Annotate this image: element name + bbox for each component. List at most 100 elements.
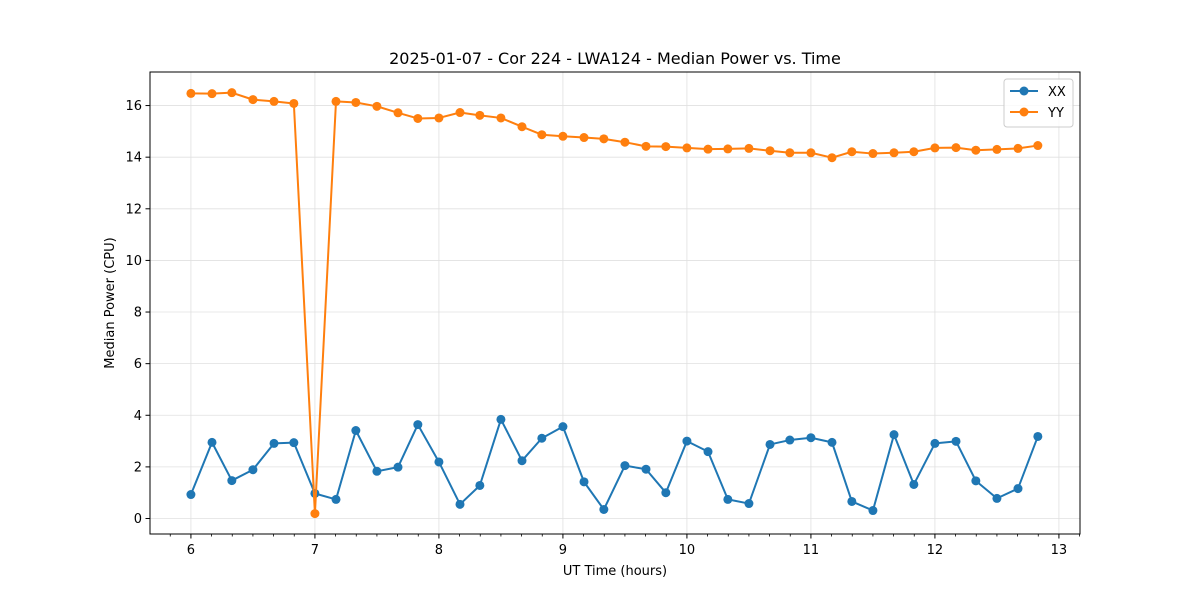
legend: XX YY bbox=[1003, 78, 1074, 128]
data-point-yy bbox=[537, 130, 547, 140]
data-point-yy bbox=[558, 131, 568, 141]
axis-layer: 6 7 8 9 10 11 12 13 0 2 4 6 8 10 12 14 16 bbox=[125, 99, 1080, 558]
data-point-yy bbox=[599, 134, 609, 144]
data-point-yy bbox=[641, 141, 651, 151]
x-tick-label: 9 bbox=[559, 543, 567, 558]
data-point-yy bbox=[930, 143, 940, 153]
data-point-yy bbox=[868, 149, 878, 159]
y-tick-label: 2 bbox=[134, 460, 142, 475]
x-tick-label: 6 bbox=[187, 543, 195, 558]
data-point-xx bbox=[703, 447, 713, 457]
data-point-xx bbox=[351, 426, 361, 436]
data-point-xx bbox=[517, 456, 527, 466]
data-point-xx bbox=[723, 494, 733, 504]
data-point-xx bbox=[310, 488, 320, 498]
data-point-yy bbox=[889, 148, 899, 158]
data-point-xx bbox=[620, 461, 630, 471]
data-point-yy bbox=[785, 148, 795, 158]
data-point-yy bbox=[579, 133, 589, 143]
y-tick-label: 6 bbox=[134, 357, 142, 372]
legend-label-xx: XX bbox=[1048, 85, 1066, 100]
data-point-xx bbox=[847, 496, 857, 506]
data-point-xx bbox=[475, 480, 485, 490]
data-point-yy bbox=[620, 137, 630, 147]
legend-marker-yy bbox=[1019, 107, 1029, 117]
data-point-xx bbox=[909, 479, 919, 489]
data-point-yy bbox=[847, 147, 857, 157]
data-point-yy bbox=[517, 122, 527, 132]
data-point-yy bbox=[248, 95, 258, 105]
data-point-yy bbox=[186, 88, 196, 98]
data-point-xx bbox=[806, 433, 816, 443]
chart-title: 2025-01-07 - Cor 224 - LWA124 - Median P… bbox=[389, 49, 841, 68]
data-point-yy bbox=[351, 97, 361, 107]
y-tick-label: 10 bbox=[125, 254, 142, 269]
data-point-yy bbox=[909, 147, 919, 157]
data-point-yy bbox=[1013, 143, 1023, 153]
data-point-xx bbox=[1013, 484, 1023, 494]
y-tick-label: 12 bbox=[125, 202, 142, 217]
data-point-yy bbox=[827, 153, 837, 163]
data-point-yy bbox=[682, 143, 692, 153]
data-point-xx bbox=[661, 488, 671, 498]
legend-label-yy: YY bbox=[1047, 106, 1064, 121]
data-point-xx bbox=[765, 439, 775, 449]
data-point-xx bbox=[496, 414, 506, 424]
y-tick-label: 16 bbox=[125, 99, 142, 114]
data-point-xx bbox=[930, 438, 940, 448]
legend-marker-xx bbox=[1019, 86, 1029, 96]
data-point-yy bbox=[992, 144, 1002, 154]
data-point-yy bbox=[331, 96, 341, 106]
data-point-xx bbox=[269, 438, 279, 448]
x-axis-label: UT Time (hours) bbox=[563, 564, 667, 579]
data-point-yy bbox=[1033, 141, 1043, 151]
data-point-xx bbox=[579, 477, 589, 487]
x-tick-label: 7 bbox=[311, 543, 319, 558]
data-point-yy bbox=[455, 108, 465, 118]
data-point-xx bbox=[434, 457, 444, 467]
data-point-xx bbox=[971, 476, 981, 486]
series-layer bbox=[186, 88, 1043, 519]
data-point-yy bbox=[372, 101, 382, 111]
data-point-xx bbox=[827, 437, 837, 447]
data-point-xx bbox=[951, 436, 961, 446]
data-point-yy bbox=[289, 98, 299, 108]
x-tick-label: 11 bbox=[803, 543, 820, 558]
data-point-xx bbox=[227, 476, 237, 486]
data-point-yy bbox=[744, 143, 754, 153]
data-point-xx bbox=[992, 493, 1002, 503]
data-point-yy bbox=[434, 113, 444, 123]
y-tick-label: 8 bbox=[134, 306, 142, 321]
data-point-yy bbox=[269, 96, 279, 106]
y-tick-label: 4 bbox=[134, 409, 142, 424]
plot-frame bbox=[149, 71, 1081, 535]
data-point-xx bbox=[599, 504, 609, 514]
data-point-xx bbox=[331, 494, 341, 504]
data-point-xx bbox=[785, 435, 795, 445]
data-point-xx bbox=[641, 464, 651, 474]
data-point-yy bbox=[765, 146, 775, 156]
data-point-xx bbox=[372, 466, 382, 476]
data-point-yy bbox=[703, 144, 713, 154]
x-tick-label: 12 bbox=[927, 543, 944, 558]
data-point-xx bbox=[1033, 431, 1043, 441]
data-point-xx bbox=[289, 438, 299, 448]
data-point-yy bbox=[723, 144, 733, 154]
data-point-xx bbox=[558, 422, 568, 432]
data-point-xx bbox=[248, 465, 258, 475]
data-point-yy bbox=[806, 148, 816, 158]
y-axis-label: Median Power (CPU) bbox=[103, 237, 118, 368]
x-tick-label: 13 bbox=[1051, 543, 1068, 558]
data-point-xx bbox=[393, 462, 403, 472]
x-tick-label: 10 bbox=[679, 543, 696, 558]
x-tick-label: 8 bbox=[435, 543, 443, 558]
data-point-yy bbox=[496, 113, 506, 123]
data-point-xx bbox=[744, 499, 754, 509]
data-point-yy bbox=[393, 108, 403, 118]
data-point-xx bbox=[889, 430, 899, 440]
data-point-yy bbox=[227, 88, 237, 98]
data-point-xx bbox=[868, 506, 878, 516]
data-point-yy bbox=[951, 143, 961, 153]
data-point-xx bbox=[682, 436, 692, 446]
